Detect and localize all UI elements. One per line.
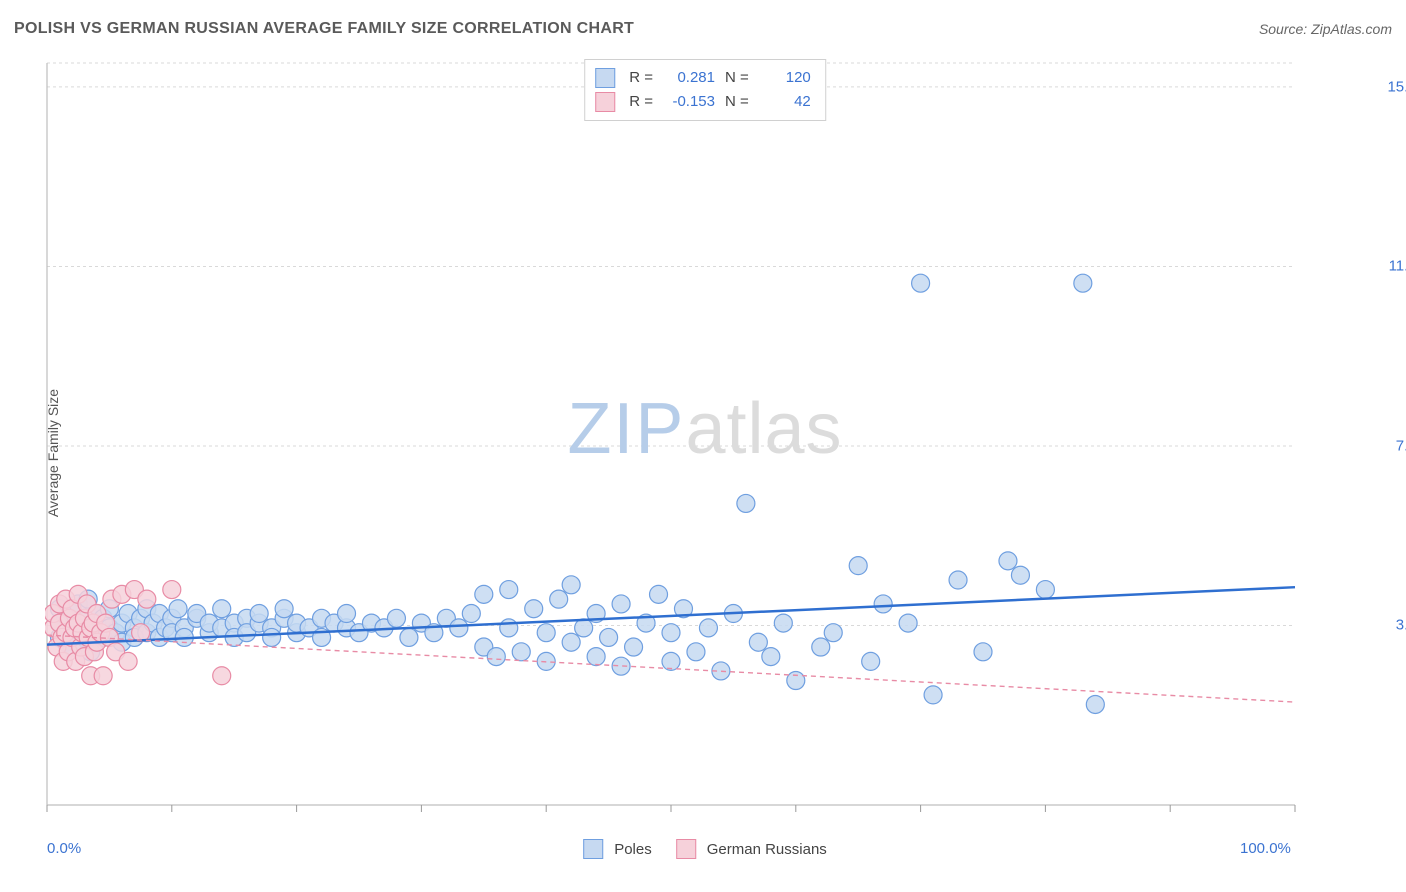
chart-area: Average Family Size ZIPatlas R = 0.281 N…	[45, 55, 1365, 835]
stat-n-label: N =	[725, 90, 749, 114]
stat-r-label: R =	[629, 90, 653, 114]
x-tick-label: 0.0%	[47, 840, 81, 857]
legend-item-german-russians: German Russians	[676, 839, 827, 859]
stats-row-german-russians: R = -0.153 N = 42	[595, 90, 811, 114]
legend-swatch-poles	[583, 839, 603, 859]
swatch-german-russians	[595, 92, 615, 112]
stat-n-label: N =	[725, 66, 749, 90]
chart-title: POLISH VS GERMAN RUSSIAN AVERAGE FAMILY …	[14, 20, 634, 38]
y-tick-label: 7.50	[1370, 437, 1406, 454]
series-legend: Poles German Russians	[583, 839, 827, 859]
y-tick-label: 11.25	[1370, 258, 1406, 275]
y-tick-label: 3.75	[1370, 617, 1406, 634]
legend-label: Poles	[614, 841, 652, 858]
stat-n-value: 42	[759, 90, 811, 114]
stat-r-label: R =	[629, 66, 653, 90]
correlation-stats-box: R = 0.281 N = 120 R = -0.153 N = 42	[584, 59, 826, 121]
stat-r-value: -0.153	[663, 90, 715, 114]
legend-swatch-german-russians	[676, 839, 696, 859]
stat-n-value: 120	[759, 66, 811, 90]
y-axis-label: Average Family Size	[45, 389, 61, 517]
stat-r-value: 0.281	[663, 66, 715, 90]
legend-item-poles: Poles	[583, 839, 652, 859]
y-tick-label: 15.00	[1370, 78, 1406, 95]
scatter-plot-svg	[45, 55, 1365, 835]
x-tick-label: 100.0%	[1240, 840, 1291, 857]
legend-label: German Russians	[707, 841, 827, 858]
swatch-poles	[595, 68, 615, 88]
source-attribution: Source: ZipAtlas.com	[1259, 21, 1392, 37]
stats-row-poles: R = 0.281 N = 120	[595, 66, 811, 90]
